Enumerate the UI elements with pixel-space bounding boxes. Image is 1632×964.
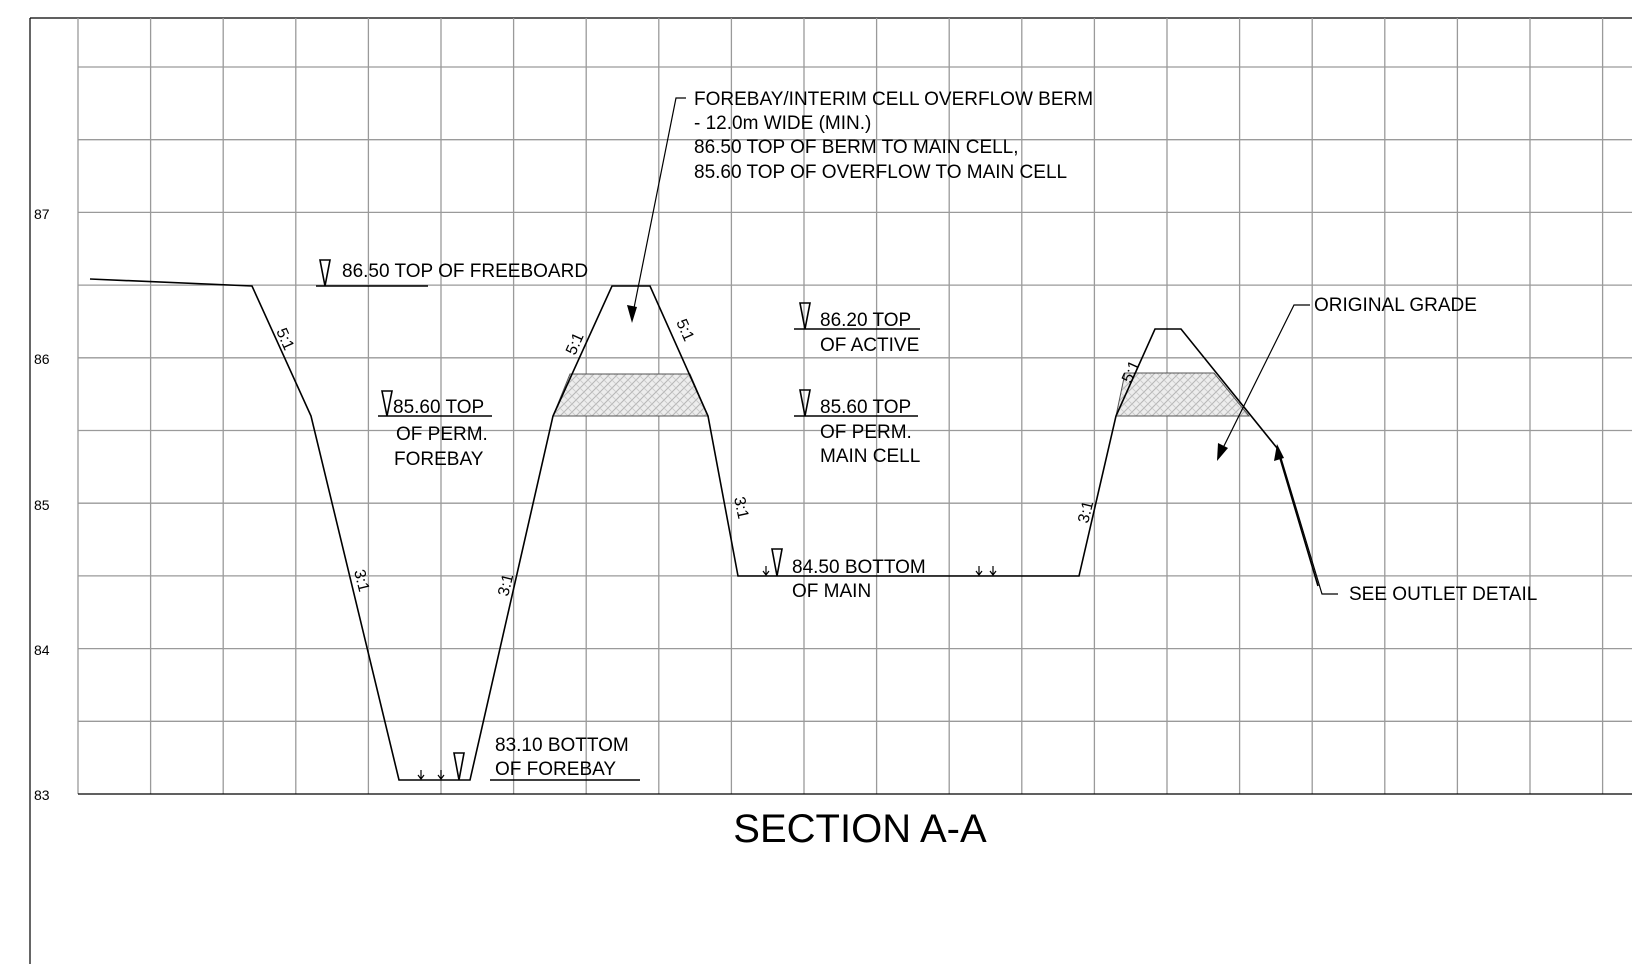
level-triangle-icon [453,752,465,781]
perm-forebay-label-line-3: FOREBAY [394,449,484,470]
elevation-axis: 87 86 85 84 83 [34,206,50,803]
freeboard-label: 86.50 TOP OF FREEBOARD [342,261,588,282]
berm-callout-line-3: 86.50 TOP OF BERM TO MAIN CELL, [694,137,1019,158]
water-level-markers [319,259,811,781]
bottom-main-label-line-2: OF MAIN [792,581,871,602]
arrow-head-icon [627,305,637,323]
bottom-arrows [417,566,997,780]
berm-callout-line-1: FOREBAY/INTERIM CELL OVERFLOW BERM [694,89,1093,110]
arrow-head-icon [1217,443,1228,461]
perm-forebay-label-line-1: 85.60 TOP [393,397,484,418]
slope-label: 3:1 [1075,499,1097,525]
perm-main-label-line-1: 85.60 TOP [820,397,911,418]
grid [29,17,1632,964]
callout-leaders [627,97,1338,595]
tick-label-84: 84 [34,642,50,658]
outlet-label: SEE OUTLET DETAIL [1349,584,1537,605]
active-label-line-1: 86.20 TOP [820,310,911,331]
berm-leader [631,97,686,319]
level-triangle-icon [799,389,811,417]
section-title: SECTION A-A [733,807,987,851]
slope-label: 3:1 [350,568,372,594]
tick-label-87: 87 [34,206,50,222]
berm-callout: FOREBAY/INTERIM CELL OVERFLOW BERM - 12.… [694,89,1093,183]
berm-fill-hatch [552,373,709,417]
berm-callout-line-2: - 12.0m WIDE (MIN.) [694,113,871,134]
slope-label: 5:1 [272,326,297,353]
level-triangle-icon [319,259,331,287]
perm-main-label-line-2: OF PERM. [820,422,912,443]
original-grade-label: ORIGINAL GRADE [1314,295,1477,316]
original-grade-leader [1218,304,1310,457]
perm-forebay-label: 85.60 TOP OF PERM. FOREBAY [393,397,488,470]
level-triangle-icon [771,548,783,577]
perm-main-label: 85.60 TOP OF PERM. MAIN CELL [820,397,920,467]
slope-label: 5:1 [672,317,697,344]
slope-label: 3:1 [730,495,751,520]
bottom-main-label: 84.50 BOTTOM OF MAIN [792,557,926,602]
tick-label-85: 85 [34,497,50,513]
perm-main-label-line-3: MAIN CELL [820,446,920,467]
tick-label-83: 83 [34,787,50,803]
arrow-head-icon [1274,444,1284,461]
level-triangle-icon [381,390,393,417]
berm-callout-line-4: 85.60 TOP OF OVERFLOW TO MAIN CELL [694,162,1067,183]
slope-label: 3:1 [495,572,517,598]
slope-label: 5:1 [563,330,588,357]
pond-profile [89,278,1319,781]
level-triangle-icon [799,302,811,330]
active-label: 86.20 TOP OF ACTIVE [820,310,919,356]
bottom-forebay-label: 83.10 BOTTOM OF FOREBAY [495,735,629,780]
bottom-forebay-label-line-1: 83.10 BOTTOM [495,735,629,756]
active-label-line-2: OF ACTIVE [820,335,919,356]
perm-forebay-label-line-2: OF PERM. [396,424,488,445]
bottom-forebay-label-line-2: OF FOREBAY [495,759,616,780]
outlet-berm-fill-hatch [1115,372,1251,417]
tick-label-86: 86 [34,351,50,367]
outlet-leader [1277,447,1338,595]
bottom-main-label-line-1: 84.50 BOTTOM [792,557,926,578]
